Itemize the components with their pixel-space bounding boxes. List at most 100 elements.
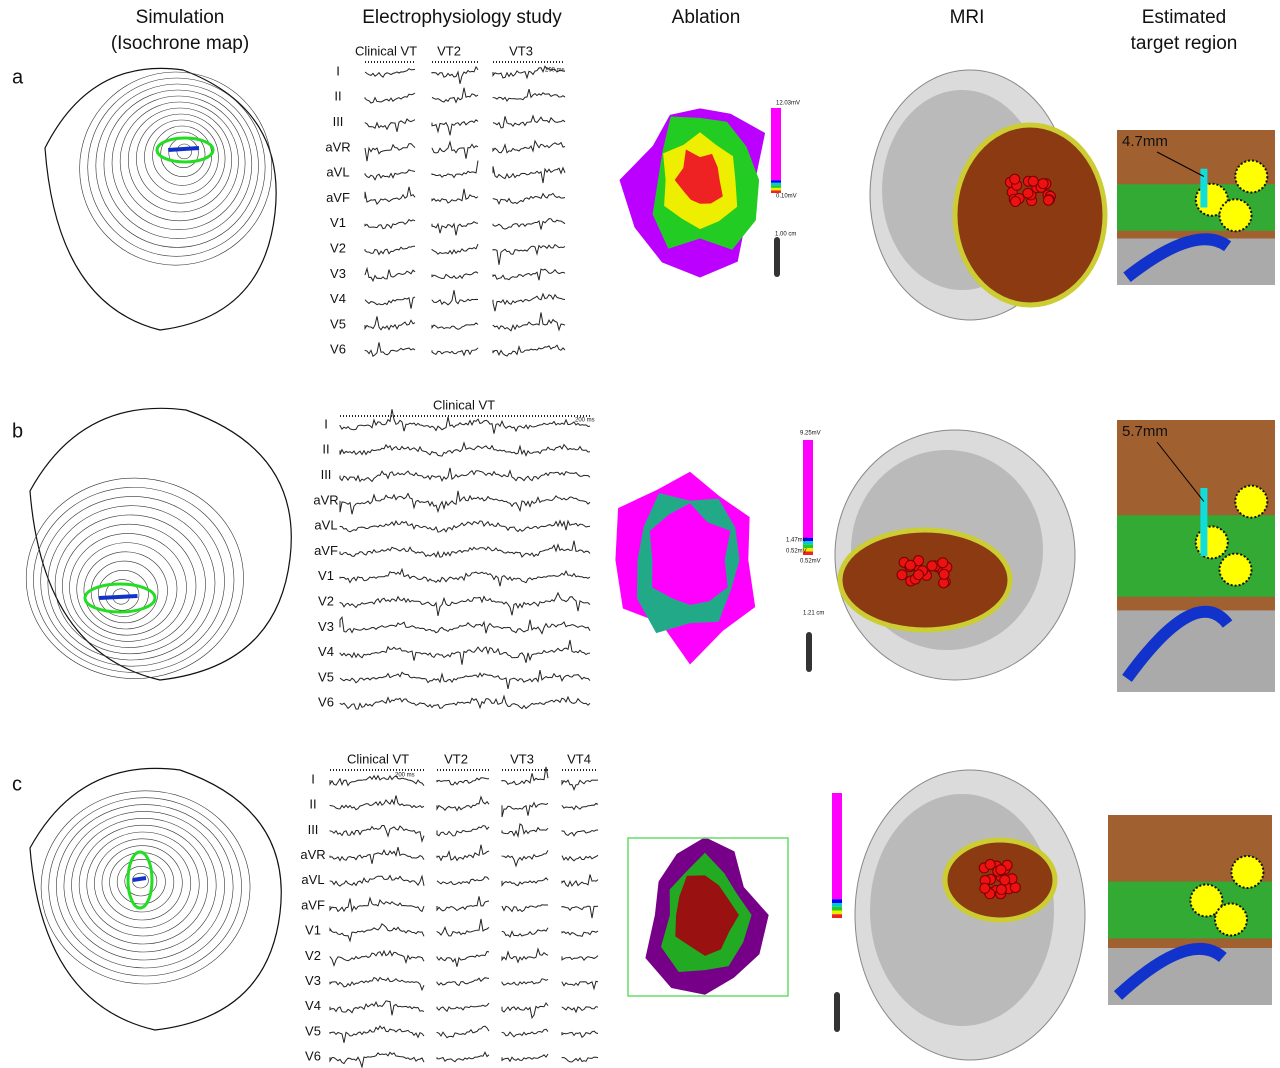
- lead-label: I: [311, 771, 315, 786]
- ablation-point: [1038, 179, 1048, 189]
- lead-label: III: [333, 114, 344, 129]
- target-site: [1235, 486, 1267, 518]
- lead-label: V3: [330, 266, 346, 281]
- lead-label: aVL: [301, 872, 324, 887]
- ecg-trace: [437, 952, 489, 967]
- scale-label: 0.52mV: [786, 549, 807, 555]
- color-bar: [832, 793, 842, 899]
- column-header: Simulation: [136, 7, 225, 28]
- ecg-trace: [437, 1052, 489, 1061]
- ablation-point: [1000, 875, 1010, 885]
- lead-label: V4: [330, 291, 346, 306]
- isochrone: [48, 506, 215, 660]
- ecg-trace: [493, 294, 565, 311]
- ecg-trace: [330, 978, 424, 990]
- ecg-trace: [340, 491, 590, 514]
- ecg-trace: [340, 617, 590, 633]
- trace-label: Clinical VT: [433, 397, 495, 412]
- lead-label: aVR: [300, 847, 325, 862]
- lead-label: V1: [305, 923, 321, 938]
- color-bar: [832, 914, 842, 918]
- isthmus: [99, 596, 138, 598]
- ecg-trace: [562, 1007, 598, 1012]
- scale-label: 12.03mV: [776, 101, 800, 107]
- ecg-trace: [437, 778, 489, 785]
- ablation-point: [1023, 188, 1033, 198]
- scale-label: 1.00 cm: [775, 232, 796, 238]
- ecg-trace: [493, 193, 565, 203]
- trace-label: VT2: [437, 43, 461, 58]
- isochrone: [64, 811, 225, 960]
- ecg-trace: [502, 824, 548, 836]
- ecg-trace: [340, 541, 590, 558]
- target-site: [1235, 161, 1267, 193]
- ecg-trace: [437, 978, 489, 986]
- ecg-trace: [437, 877, 489, 885]
- isochrone: [80, 72, 272, 265]
- ecg-trace: [340, 468, 590, 482]
- lead-label: aVR: [313, 492, 338, 507]
- ecg-trace: [365, 119, 415, 132]
- isochrone: [70, 533, 187, 641]
- heart-outline: [30, 768, 281, 1030]
- ecg-trace: [562, 830, 598, 836]
- color-bar: [771, 183, 781, 186]
- ecg-trace: [502, 979, 548, 985]
- trace-label: VT3: [509, 43, 533, 58]
- lead-label: aVL: [314, 518, 337, 533]
- ablation-point: [1028, 176, 1038, 186]
- lead-label: I: [324, 416, 328, 431]
- scale-label: 1.47mV: [786, 538, 807, 544]
- lead-label: V5: [318, 669, 334, 684]
- isochrone: [128, 108, 232, 212]
- ecg-trace: [562, 1057, 598, 1062]
- ecg-trace: [562, 855, 598, 861]
- trace-label: VT3: [510, 751, 534, 766]
- ecg-trace: [502, 905, 548, 912]
- lead-label: V3: [305, 973, 321, 988]
- isochrone: [84, 552, 168, 629]
- ecg-trace: [432, 272, 478, 279]
- ecg-trace: [330, 1052, 424, 1067]
- ecg-trace: [330, 796, 424, 810]
- ecg-trace: [493, 313, 565, 331]
- ecg-trace: [365, 316, 415, 329]
- ecg-trace: [330, 847, 424, 864]
- ecg-trace: [493, 89, 565, 101]
- lead-label: II: [322, 442, 329, 457]
- ecg-trace: [340, 696, 590, 709]
- ecg-trace: [330, 924, 424, 941]
- ecg-trace: [502, 1029, 548, 1037]
- trace-label: VT2: [444, 751, 468, 766]
- color-bar: [771, 108, 781, 180]
- ecg-trace: [493, 219, 565, 230]
- scale-label: 1.21 cm: [803, 611, 824, 617]
- row-label: a: [12, 66, 24, 88]
- ecg-trace: [493, 269, 565, 280]
- row-label: c: [12, 773, 22, 795]
- ecg-trace: [502, 949, 548, 962]
- lead-label: III: [308, 822, 319, 837]
- lead-label: V5: [305, 1023, 321, 1038]
- distance-label: 5.7mm: [1122, 423, 1168, 440]
- ecg-trace: [562, 875, 598, 887]
- column-header: Estimated: [1142, 7, 1226, 28]
- ecg-trace: [493, 245, 565, 265]
- time-scale: 200 ms: [575, 418, 595, 424]
- ecg-trace: [432, 120, 478, 136]
- ablation-point: [927, 561, 937, 571]
- ecg-trace: [340, 670, 590, 689]
- ablation-point: [1010, 196, 1020, 206]
- lead-label: V3: [318, 619, 334, 634]
- column-header: (Isochrone map): [111, 33, 249, 54]
- target-site: [1215, 904, 1247, 936]
- lead-label: V6: [318, 695, 334, 710]
- heart-outline: [45, 68, 276, 330]
- scar: [955, 125, 1105, 305]
- ecg-trace: [330, 876, 424, 887]
- trace-label: Clinical VT: [347, 751, 409, 766]
- ecg-trace: [330, 1026, 424, 1043]
- ablation-point: [996, 885, 1006, 895]
- ecg-trace: [432, 67, 478, 84]
- color-bar: [771, 188, 781, 191]
